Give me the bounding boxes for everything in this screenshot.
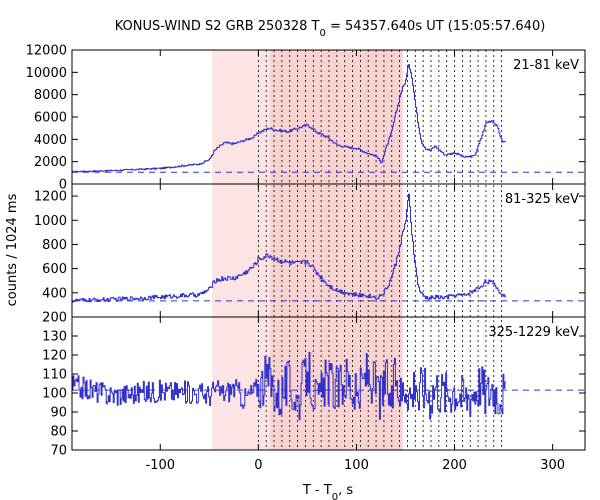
x-axis-title-rest: , s xyxy=(338,483,353,498)
x-tick-label: 300 xyxy=(540,458,565,473)
x-tick-label: -100 xyxy=(146,458,176,473)
y-tick-label: 1200 xyxy=(34,190,67,205)
y-tick-label: 130 xyxy=(42,330,67,345)
y-tick-label: 8000 xyxy=(34,88,67,103)
chart-title-rest: = 54357.640s UT (15:05:57.640) xyxy=(326,19,545,34)
energy-band-label: 21-81 keV xyxy=(513,58,579,73)
y-tick-label: 600 xyxy=(42,262,67,277)
energy-band-label: 325-1229 keV xyxy=(488,325,579,340)
light-curve-series xyxy=(72,193,506,303)
x-tick-label: 100 xyxy=(344,458,369,473)
x-tick-label: 0 xyxy=(254,458,262,473)
y-tick-label: 80 xyxy=(50,425,67,440)
y-tick-label: 0 xyxy=(59,178,67,193)
chart-title: KONUS-WIND S2 GRB 250328 T0 = 54357.640s… xyxy=(115,19,546,39)
y-tick-label: 1000 xyxy=(34,214,67,229)
x-axis-title-subscript: 0 xyxy=(332,492,338,500)
panel-frame xyxy=(71,316,586,451)
y-tick-label: 6000 xyxy=(34,111,67,126)
light-curve-series xyxy=(72,352,506,421)
x-axis-title-main: T - T xyxy=(302,483,332,498)
y-tick-label: 100 xyxy=(42,387,67,402)
energy-band-label: 81-325 keV xyxy=(505,192,579,207)
y-tick-label: 70 xyxy=(50,444,67,459)
chart-title-main: KONUS-WIND S2 GRB 250328 T xyxy=(115,19,320,34)
y-tick-label: 10000 xyxy=(26,66,67,81)
y-tick-label: 110 xyxy=(42,368,67,383)
y-tick-label: 12000 xyxy=(26,44,67,59)
y-tick-label: 2000 xyxy=(34,155,67,170)
light-curve-series xyxy=(72,64,506,173)
chart-title-subscript: 0 xyxy=(319,28,325,39)
y-tick-label: 800 xyxy=(42,238,67,253)
x-tick-label: 200 xyxy=(442,458,467,473)
y-tick-label: 120 xyxy=(42,349,67,364)
y-axis-title: counts / 1024 ms xyxy=(5,193,20,306)
x-axis-title: T - T0, s xyxy=(302,483,353,500)
y-tick-label: 90 xyxy=(50,406,67,421)
y-tick-label: 400 xyxy=(42,286,67,301)
y-tick-label: 4000 xyxy=(34,133,67,148)
y-tick-label: 200 xyxy=(42,311,67,326)
